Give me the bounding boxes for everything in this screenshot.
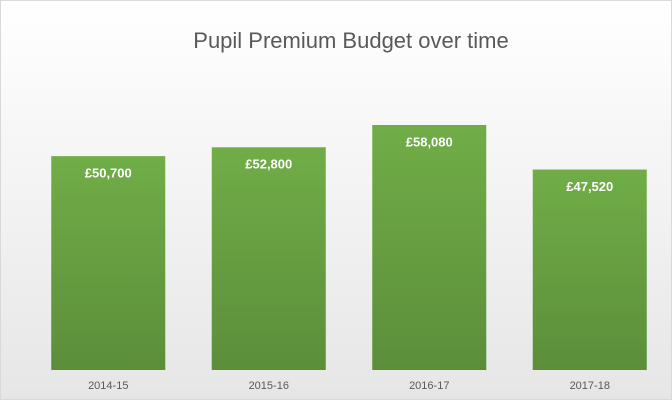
data-label: £50,700	[85, 166, 132, 181]
x-tick-label: 2016-17	[409, 380, 449, 392]
bar-shade	[532, 169, 647, 370]
bar-shade	[211, 147, 326, 370]
data-label: £52,800	[245, 157, 292, 172]
x-tick-label: 2017-18	[570, 380, 610, 392]
x-tick-label: 2014-15	[88, 380, 128, 392]
data-label: £47,520	[566, 179, 613, 194]
bar-shade	[372, 125, 487, 370]
x-tick-label: 2015-16	[249, 380, 289, 392]
bar-shade	[51, 156, 166, 370]
data-label: £58,080	[406, 134, 453, 149]
chart-title: Pupil Premium Budget over time	[193, 28, 508, 53]
